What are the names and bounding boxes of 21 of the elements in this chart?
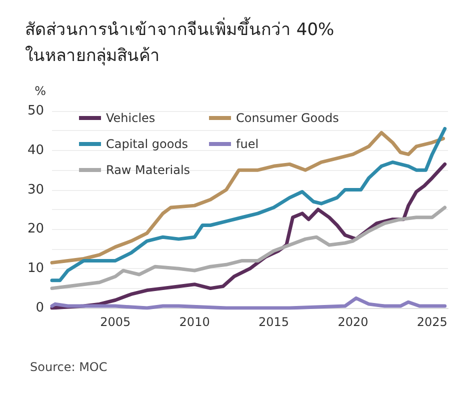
x-tick-label: 2005 <box>100 315 131 329</box>
legend-label: fuel <box>236 137 259 151</box>
x-tick-label: 2010 <box>179 315 210 329</box>
x-tick-label: 2015 <box>258 315 290 329</box>
y-tick-label: 50 <box>27 104 44 118</box>
y-tick-label: 0 <box>36 300 44 316</box>
y-tick-label: 20 <box>27 222 44 237</box>
y-axis-title: % <box>34 84 46 98</box>
x-tick-label: 2025 <box>416 315 448 329</box>
source-note: Source: MOC <box>30 360 108 374</box>
line-series <box>50 206 447 290</box>
legend-label: Vehicles <box>106 111 156 125</box>
chart-title: สัดส่วนการนำเข้าจากจีนเพิ่มขึ้นกว่า 40% ในหลายกลุ่มสินค้า <box>25 17 334 66</box>
legend-label: Raw Materials <box>106 163 190 177</box>
x-tick-label: 2020 <box>338 315 368 329</box>
line-series <box>50 296 447 310</box>
legend-label: Capital goods <box>106 137 188 151</box>
y-tick-label: 30 <box>27 182 44 198</box>
y-tick-label: 10 <box>27 261 44 276</box>
y-tick-label: 40 <box>27 142 44 158</box>
legend-label: Consumer Goods <box>236 111 339 125</box>
